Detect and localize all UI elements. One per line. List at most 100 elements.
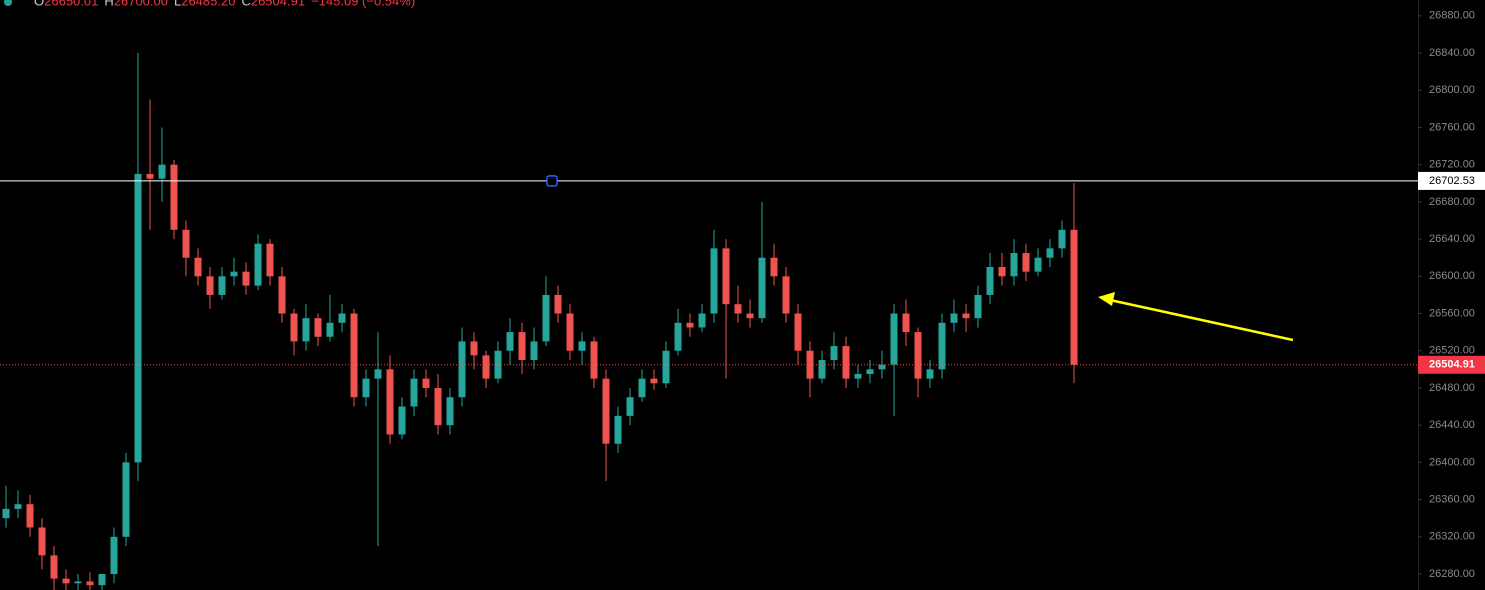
candle-body [746,313,754,319]
header-value: 26485.20 [181,0,235,8]
candle-body [182,229,190,258]
candle-body [194,257,202,277]
candle-body [926,369,934,379]
candle-body [686,322,694,328]
y-tick-label: 26360.00 [1429,493,1475,505]
candle-body [290,313,298,342]
arrow-shaft [1109,298,1294,342]
candle-body [866,369,874,374]
candle-body [98,573,106,586]
candle-body [110,536,118,574]
candle-body [698,313,706,328]
candle-body [998,266,1006,277]
candle-body [86,581,94,586]
candle-body [554,294,562,314]
y-tick-label: 26680.00 [1429,196,1475,208]
header-key: H [104,0,113,8]
candle-body [1058,229,1066,249]
candle-body [1070,229,1078,365]
candle-body [902,313,910,333]
header-key: C [241,0,250,8]
candle-body [818,360,826,379]
last-price-label-bg [1418,355,1485,374]
candle-body [878,364,886,370]
candle-body [482,355,490,379]
candle-body [326,322,334,337]
candle-body [266,243,274,277]
candle-body [986,266,994,295]
candle-body [890,313,898,365]
candle-body [50,555,58,579]
candle-body [458,341,466,398]
candle-body [362,378,370,398]
candle-body [794,313,802,351]
candle-body [662,350,670,384]
horizontal-line-label: 26702.53 [1429,175,1475,187]
candle-body [530,341,538,361]
candle-body [938,322,946,370]
candle-body [830,346,838,361]
y-tick-label: 26640.00 [1429,233,1475,245]
candle-body [374,369,382,379]
candle-body [2,508,10,519]
header-key: O [34,0,44,8]
candle-body [278,276,286,314]
candle-body [398,406,406,435]
candle-body [614,415,622,444]
y-tick-label: 26840.00 [1429,47,1475,59]
candle-body [470,341,478,356]
candle-body [518,332,526,361]
candle-body [218,276,226,295]
y-tick-label: 26560.00 [1429,307,1475,319]
candle-body [26,504,34,528]
candle-body [674,322,682,351]
candle-body [506,332,514,351]
candle-body [854,373,862,379]
candle-body [158,164,166,179]
candle-body [650,378,658,384]
y-tick-label: 26600.00 [1429,270,1475,282]
y-tick-label: 26480.00 [1429,382,1475,394]
candle-body [170,164,178,230]
candle-body [386,369,394,435]
candle-body [602,378,610,444]
candle-body [974,294,982,319]
candle-body [1034,257,1042,272]
candle-body [770,257,778,277]
candle-body [914,332,922,379]
candle-body [590,341,598,379]
y-tick-label: 26880.00 [1429,10,1475,22]
header-value: 26700.00 [114,0,168,8]
candle-body [62,578,70,584]
candle-body [950,313,958,323]
candle-body [134,173,142,463]
candle-body [1010,253,1018,277]
header-value: 26504.91 [251,0,305,8]
y-tick-label: 26320.00 [1429,531,1475,543]
candle-body [122,462,130,537]
candle-body [254,243,262,286]
candle-body [74,581,82,584]
y-tick-label: 26440.00 [1429,419,1475,431]
candle-body [638,378,646,398]
candle-body [446,397,454,426]
horizontal-line-label-bg [1418,171,1485,190]
candle-body [38,527,46,556]
candle-body [962,313,970,319]
candle-body [314,318,322,337]
y-tick-label: 26280.00 [1429,568,1475,580]
candle-body [302,318,310,342]
candle-body [566,313,574,351]
candle-body [146,173,154,179]
header-value: −145.09 (−0.54%) [311,0,415,8]
candle-body [206,276,214,295]
line-handle[interactable] [546,175,558,187]
candle-body [758,257,766,319]
candle-body [578,341,586,351]
y-tick-label: 26760.00 [1429,121,1475,133]
candle-body [230,271,238,277]
y-tick-label: 26520.00 [1429,345,1475,357]
header-value: 26650.01 [44,0,98,8]
